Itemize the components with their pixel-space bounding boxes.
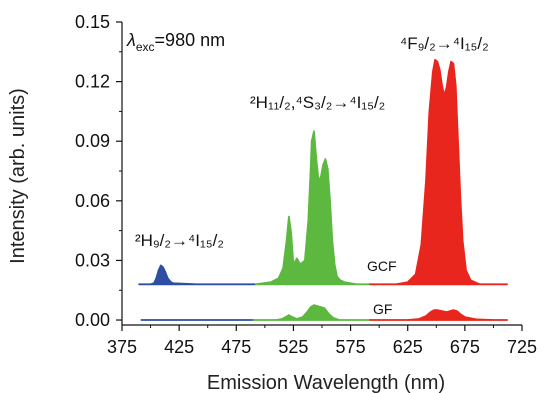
excitation-lambda: λ — [126, 30, 136, 50]
series-gcf — [138, 58, 508, 286]
y-tick-label: 0.00 — [75, 310, 110, 330]
series-label-gcf: GCF — [367, 258, 397, 274]
annotation-h92: ²H₉/₂→⁴I₁₅/₂ — [135, 231, 224, 250]
excitation-label: λexc=980 nm — [126, 30, 225, 54]
series-gcf-green-band — [254, 130, 371, 286]
series-gcf-red-band — [369, 58, 508, 286]
x-tick-label: 375 — [107, 337, 137, 357]
series-gf — [140, 304, 508, 321]
series-gcf-blue-band — [138, 264, 257, 286]
x-tick-label: 625 — [393, 337, 423, 357]
annotation-h112-s32: ²H₁₁/₂,⁴S₃/₂→⁴I₁₅/₂ — [250, 93, 385, 112]
y-tick-label: 0.09 — [75, 131, 110, 151]
x-tick-label: 525 — [278, 337, 308, 357]
x-tick-label: 675 — [450, 337, 480, 357]
x-tick-label: 475 — [221, 337, 251, 357]
series-gf-red-band — [369, 309, 508, 321]
chart-labels: Emission Wavelength (nm) Intensity (arb.… — [7, 30, 489, 393]
x-tick-label: 425 — [164, 337, 194, 357]
series-gf-green-band — [252, 304, 371, 321]
plot-area — [138, 58, 508, 321]
x-tick-label: 725 — [507, 337, 537, 357]
excitation-value: =980 nm — [155, 30, 226, 50]
excitation-subscript: exc — [136, 40, 155, 54]
annotation-f92: ⁴F₉/₂→⁴I₁₅/₂ — [400, 34, 489, 53]
y-tick-label: 0.12 — [75, 72, 110, 92]
y-tick-label: 0.06 — [75, 191, 110, 211]
x-tick-label: 575 — [336, 337, 366, 357]
series-label-gf: GF — [373, 301, 392, 317]
y-tick-label: 0.15 — [75, 12, 110, 32]
axes: 375 425 475 525 575 625 675 725 0.00 0.03 0.06 0.09… — [75, 12, 537, 357]
y-tick-label: 0.03 — [75, 250, 110, 270]
x-axis-label: Emission Wavelength (nm) — [207, 372, 445, 393]
y-axis-label: Intensity (arb. units) — [7, 88, 29, 264]
